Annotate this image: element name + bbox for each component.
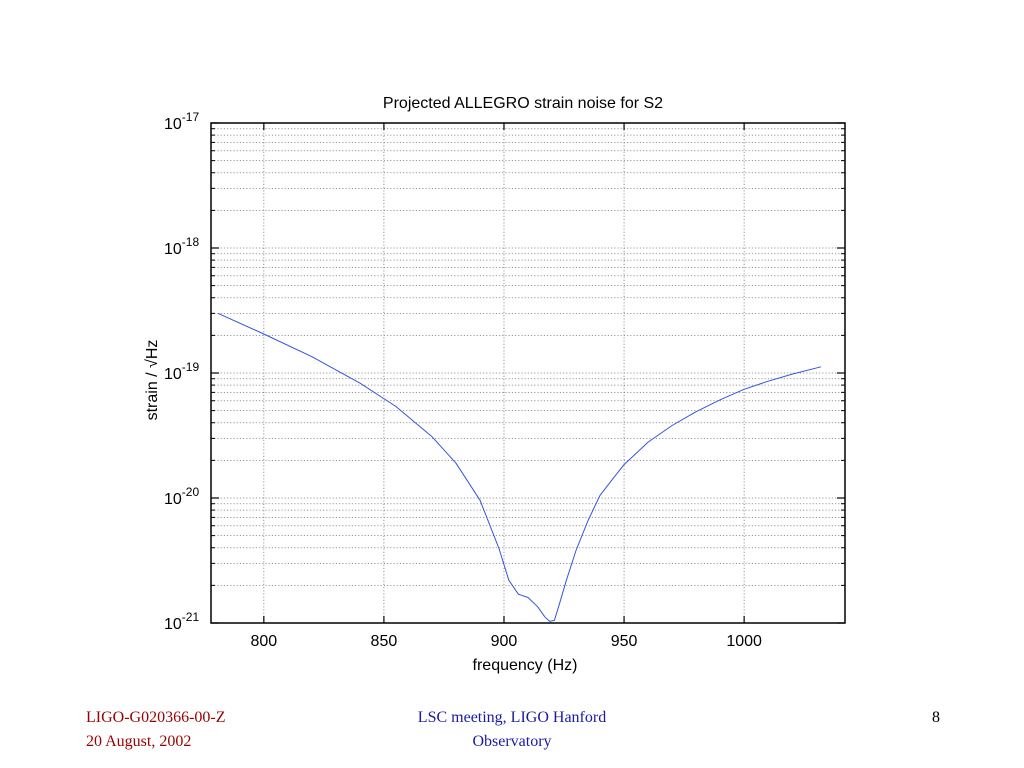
x-tick-label: 900: [491, 633, 518, 650]
footer-right: 8: [920, 706, 940, 730]
y-tick-label: 10-21: [164, 610, 199, 633]
chart-title: Projected ALLEGRO strain noise for S2: [383, 95, 663, 112]
strain-noise-chart: 800 850 900 950 1000 10-21 10-20 10-19 10-18 10-1…: [144, 95, 846, 674]
series-lines: [217, 312, 822, 622]
tick-labels: 800 850 900 950 1000 10-21 10-20 10-19 10-18 10-1…: [164, 110, 762, 650]
x-tick-label: 1000: [726, 633, 762, 650]
axes: [210, 122, 846, 624]
y-tick-label: 10-17: [164, 110, 199, 133]
y-tick-label: 10-20: [164, 485, 199, 508]
grid-lines: [211, 123, 845, 623]
y-tick-label: 10-18: [164, 235, 199, 258]
document-date: 20 August, 2002: [86, 733, 192, 750]
y-tick-label: 10-19: [164, 360, 199, 383]
x-tick-label: 800: [250, 633, 277, 650]
page-number: 8: [932, 709, 940, 726]
meeting-line-2: Observatory: [472, 733, 552, 750]
meeting-line-1: LSC meeting, LIGO Hanford: [417, 709, 607, 726]
y-axis-label: strain / √Hz: [144, 340, 161, 421]
document-id: LIGO-G020366-00-Z: [86, 709, 226, 726]
x-axis-label: frequency (Hz): [473, 657, 578, 674]
x-tick-label: 850: [371, 633, 398, 650]
strain-noise-line: [217, 312, 822, 622]
footer-left: LIGO-G020366-00-Z 20 August, 2002: [86, 706, 226, 754]
x-tick-label: 950: [611, 633, 638, 650]
footer-center: LSC meeting, LIGO Hanford Observatory: [380, 706, 644, 754]
